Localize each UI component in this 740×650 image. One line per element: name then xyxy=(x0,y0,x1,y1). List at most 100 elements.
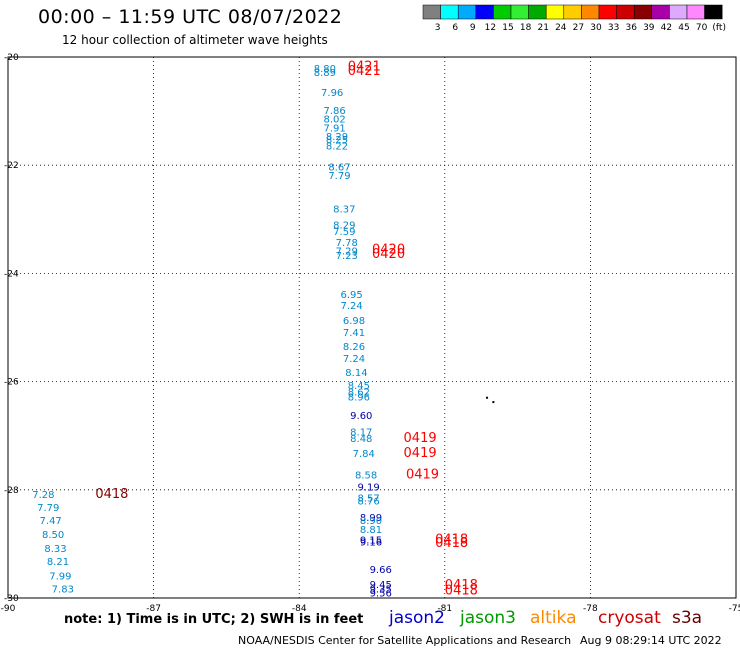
wave-height-label: 7.24 xyxy=(340,301,362,312)
pass-time-label: 0418 xyxy=(435,536,468,551)
colorbar-swatch xyxy=(651,4,670,20)
wave-height-label: 7.59 xyxy=(333,227,355,238)
wave-height-label: 6.98 xyxy=(343,316,365,327)
wave-height-label: 8.62 xyxy=(348,387,370,398)
colorbar-label: 30 xyxy=(590,23,602,33)
footer-credit: NOAA/NESDIS Center for Satellite Applica… xyxy=(238,634,572,647)
y-tick-label: -28 xyxy=(4,486,19,496)
x-tick-label: -81 xyxy=(437,604,452,614)
colorbar-label: 27 xyxy=(573,23,584,33)
colorbar-legend: 3 6 9 12 15 18 21 24 27 30 33 36 39 42 45 70 (ft) xyxy=(422,4,726,33)
x-tick-label: -90 xyxy=(1,604,16,614)
wave-height-label: 7.86 xyxy=(323,106,345,117)
wave-height-label: 8.33 xyxy=(44,544,66,555)
wave-height-label: 7.23 xyxy=(336,251,358,262)
wave-height-label: 7.79 xyxy=(328,171,350,182)
y-tick-label: -20 xyxy=(4,53,19,63)
colorbar-label: 3 xyxy=(435,23,441,33)
wave-height-label: 8.89 xyxy=(314,68,336,79)
x-tick-label: -87 xyxy=(146,604,161,614)
wave-height-label: 8.81 xyxy=(360,525,382,536)
wave-height-label: 8.67 xyxy=(328,162,350,173)
x-tick-label: -84 xyxy=(292,604,307,614)
wave-height-label: 8.17 xyxy=(350,427,372,438)
wave-height-label: 8.29 xyxy=(326,132,348,143)
wave-height-label: 8.96 xyxy=(348,393,370,404)
wave-height-label: 8.58 xyxy=(355,471,377,482)
colorbar-label: 70 xyxy=(696,23,708,33)
data-point xyxy=(492,401,495,404)
pass-time-label: 0420 xyxy=(372,243,405,258)
wave-height-label: 7.78 xyxy=(336,238,358,249)
wave-height-label: 8.99 xyxy=(360,513,382,524)
wave-height-label: 7.28 xyxy=(32,490,54,501)
pass-time-label: 0418 xyxy=(95,487,128,502)
colorbar-label: 21 xyxy=(537,23,548,33)
wave-height-label: 7.96 xyxy=(321,88,343,99)
colorbar-swatch xyxy=(457,4,477,20)
wave-height-label: 8.21 xyxy=(47,557,69,568)
footer-timestamp: Aug 9 08:29:14 UTC 2022 xyxy=(580,634,722,647)
wave-height-label: 8.29 xyxy=(333,221,355,232)
pass-time-label: 0418 xyxy=(435,533,468,548)
wave-height-label: 6.95 xyxy=(340,290,362,301)
colorbar-swatch xyxy=(528,4,547,20)
wave-height-label: 9.19 xyxy=(357,483,379,494)
colorbar-label: 36 xyxy=(625,23,637,33)
pass-time-label: 0421 xyxy=(348,60,381,75)
pass-time-label: 0421 xyxy=(348,64,381,79)
colorbar-swatch xyxy=(686,4,705,20)
colorbar-label: 45 xyxy=(678,23,689,33)
wave-height-label: 8.48 xyxy=(350,434,372,445)
colorbar-label: 18 xyxy=(520,23,532,33)
legend-altika: altika xyxy=(530,608,577,628)
wave-height-label: 8.80 xyxy=(314,64,336,75)
wave-height-label: 7.91 xyxy=(323,123,345,134)
colorbar-label: 9 xyxy=(470,23,476,33)
colorbar-swatch xyxy=(669,4,688,20)
colorbar-label: (ft) xyxy=(712,23,726,33)
colorbar-swatch xyxy=(510,4,529,20)
legend-s3a: s3a xyxy=(672,608,703,628)
legend-jason3: jason3 xyxy=(460,608,516,628)
colorbar-label: 39 xyxy=(643,23,655,33)
colorbar-label: 42 xyxy=(661,23,672,33)
colorbar-swatch xyxy=(545,4,565,20)
wave-height-label: 9.56 xyxy=(370,589,392,600)
wave-height-label: 8.45 xyxy=(348,381,370,392)
colorbar-swatch xyxy=(633,4,653,20)
wave-height-label: 7.29 xyxy=(336,247,358,258)
data-point xyxy=(486,396,489,399)
colorbar-swatch xyxy=(563,4,582,20)
wave-height-label: 9.60 xyxy=(350,411,372,422)
colorbar-swatch xyxy=(493,4,512,20)
wave-height-label: 8.14 xyxy=(345,368,367,379)
pass-time-label: 0419 xyxy=(406,468,439,483)
wave-height-label: 7.83 xyxy=(52,584,74,595)
x-tick-label: -78 xyxy=(583,604,598,614)
wave-height-label: 7.84 xyxy=(353,449,375,460)
wave-height-label: 9.16 xyxy=(360,538,382,549)
wave-height-label: 9.15 xyxy=(360,536,382,547)
y-tick-label: -26 xyxy=(4,378,19,388)
chart-subtitle: 12 hour collection of altimeter wave hei… xyxy=(62,33,328,47)
wave-height-label: 8.37 xyxy=(333,204,355,215)
pass-time-label: 0418 xyxy=(445,578,478,593)
wave-height-label: 7.41 xyxy=(343,328,365,339)
wave-height-label: 7.24 xyxy=(343,354,365,365)
chart-axes: -90 -87 -84 -81 -78 -75 -20 -22 -24 -26 -28 -30 xyxy=(1,53,740,614)
footer-note: note: 1) Time is in UTC; 2) SWH is in fe… xyxy=(64,612,364,627)
wave-height-label: 8.26 xyxy=(343,342,365,353)
wave-height-label: 8.57 xyxy=(357,493,379,504)
colorbar-label: 15 xyxy=(502,23,513,33)
wave-height-label: 9.35 xyxy=(370,584,392,595)
colorbar-swatch xyxy=(475,4,494,20)
chart-grid xyxy=(7,56,737,599)
colorbar-swatch xyxy=(704,4,723,20)
wave-height-label: 8.25 xyxy=(326,135,348,146)
colorbar-swatch xyxy=(616,4,635,20)
legend-cryosat: cryosat xyxy=(598,608,661,628)
y-tick-label: -24 xyxy=(4,269,19,279)
colorbar-label: 33 xyxy=(608,23,619,33)
